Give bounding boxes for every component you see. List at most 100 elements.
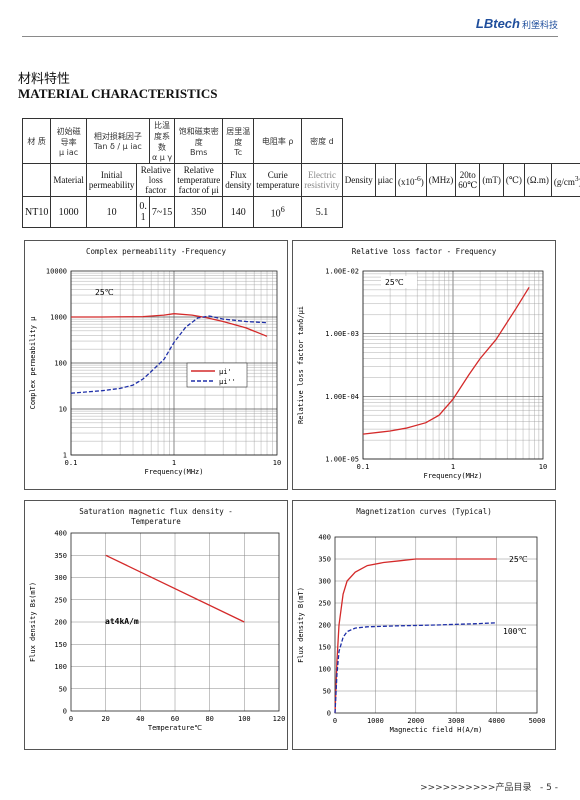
x-tick-label: 0: [69, 715, 73, 723]
unit-curie: (℃): [502, 163, 525, 197]
chart-title: Magnetization curves (Typical): [356, 507, 492, 516]
chart-saturation-flux: Saturation magnetic flux density - Tempe…: [24, 500, 288, 750]
unit-loss-exp: -6: [414, 173, 421, 183]
y-tick-label: 1.00E-03: [325, 330, 359, 338]
th-temp-cn-2: α μ γ: [151, 153, 173, 162]
series-loss: [362, 286, 530, 435]
unit-res: (Ω.m): [523, 163, 552, 197]
chart-relative-loss-factor: Relative loss factor - Frequency 1.00E-0…: [292, 240, 556, 490]
y-tick-label: 10000: [46, 268, 67, 276]
plot-frame: [334, 536, 538, 714]
th-initial-cn: 初始磁导率 μ iac: [50, 118, 87, 164]
x-tick-label: 1: [172, 459, 176, 467]
th-initial-cn-2: μ iac: [59, 147, 79, 157]
cell-res: 106: [253, 196, 303, 228]
y-tick-label: 300: [54, 574, 67, 582]
field-annotation: at4kA/m: [105, 617, 139, 626]
y-tick-label: 1.00E-05: [325, 456, 359, 464]
x-tick-label: 3000: [448, 717, 465, 725]
th-flux-en: Flux density: [222, 163, 255, 197]
th-flux-cn-1: 饱和磁束密度: [178, 126, 219, 147]
logo-cn-text: 利堡科技: [521, 20, 558, 30]
th-curie-en-2: temperature: [256, 180, 300, 190]
y-tick-label: 350: [318, 556, 331, 564]
y-axis-label: Relative loss factor tanδ/μi: [297, 306, 305, 424]
y-axis-label: Complex permeability μ: [29, 316, 37, 410]
x-axis-label: Magnectic field H(A/m): [390, 726, 483, 734]
x-tick-label: 1000: [367, 717, 384, 725]
unit-dens-a: (g/cm: [553, 176, 575, 187]
y-axis-label: Flux density B(mT): [297, 587, 305, 663]
cell-res-base: 10: [270, 208, 281, 220]
th-loss-cn-1: 相对损耗因子: [93, 132, 142, 141]
x-tick-label: 40: [136, 715, 144, 723]
th-temp-en: Relative temperature factor of μi: [174, 163, 224, 197]
page-footer: >>>>>>>>>>产品目录 - 5 -: [420, 783, 558, 793]
chart-svg: 1.00E-02 1.00E-03 1.00E-04 1.00E-050.1 1 10 Fr…: [297, 268, 547, 481]
y-tick-label: 50: [59, 685, 67, 693]
th-initial-en: Initial permeability: [85, 163, 138, 197]
plot-frame: [362, 270, 544, 460]
legend-label-real: μi': [219, 368, 232, 376]
th-initial-en-2: permeability: [88, 180, 135, 190]
y-tick-label: 100: [54, 360, 67, 368]
th-curie-cn: 居里温度 Tc: [222, 118, 255, 164]
y-tick-label: 250: [318, 600, 331, 608]
series-bs: [105, 554, 245, 623]
chart-magnetization-curves: Magnetization curves (Typical) 400 350 300…: [292, 500, 556, 750]
th-loss-en: Relative loss factor: [136, 163, 176, 197]
plot-frame: [70, 270, 278, 456]
x-tick-label: 4000: [488, 717, 505, 725]
y-tick-label: 400: [54, 530, 67, 538]
x-axis-label: Temperature℃: [148, 724, 202, 732]
x-tick-label: 10: [273, 459, 281, 467]
chart-title-line2: Temperature: [131, 517, 181, 526]
x-tick-label: 10: [539, 463, 547, 471]
header-divider: [22, 36, 558, 37]
y-tick-label: 0: [63, 708, 67, 716]
legend-label-imag: μi'': [219, 378, 236, 386]
annotation-bg: [381, 276, 417, 288]
cell-loss: 10: [85, 196, 138, 228]
section-title-en: MATERIAL CHARACTERISTICS: [18, 86, 218, 101]
x-tick-label: 0.1: [357, 463, 370, 471]
company-logo: LBtech 利堡科技: [476, 16, 558, 31]
unit-dens-b: ): [579, 177, 580, 187]
cell-density: 5.1: [301, 196, 343, 228]
th-flux-cn: 饱和磁束密度 Bms: [174, 118, 224, 164]
temperature-annotation: 25℃: [385, 278, 404, 287]
th-loss-cn-2: Tan δ / μ iac: [93, 142, 142, 151]
x-tick-label: 0.1: [65, 459, 78, 467]
th-res-en-1: Electric: [307, 170, 336, 180]
series-mu-real: [71, 313, 268, 337]
th-curie-en-1: Curie: [267, 170, 288, 180]
unit-dens: (g/cm3): [550, 163, 580, 197]
y-tick-label: 350: [54, 552, 67, 560]
cell-temp: 7~15: [148, 196, 176, 228]
x-tick-label: 80: [205, 715, 213, 723]
cell-res-exp: 6: [280, 204, 285, 214]
unit-flux: (mT): [479, 163, 504, 197]
x-tick-label: 120: [273, 715, 286, 723]
y-tick-label: 150: [318, 644, 331, 652]
th-temp-cn-1: 比温度系数: [154, 121, 171, 152]
unit-loss-b: ): [420, 176, 424, 187]
y-tick-label: 250: [54, 596, 67, 604]
logo-text: LBtech: [475, 16, 520, 31]
chart-title: Complex permeability -Frequency: [86, 247, 226, 256]
plot-frame: [70, 532, 280, 712]
cell-freq: 0. 1: [136, 196, 150, 228]
unit-loss-a: (x10: [398, 176, 415, 187]
cell-material: NT10: [21, 196, 52, 228]
th-material-en: Material: [50, 163, 87, 197]
y-tick-label: 10: [59, 406, 67, 414]
cell-flux: 350: [174, 196, 224, 228]
th-res-cn: 电阻率 ρ: [253, 118, 303, 164]
cell-curie: 140: [222, 196, 255, 228]
temperature-annotation: 25℃: [95, 288, 114, 297]
cell-mu: 1000: [50, 196, 87, 228]
table-row: NT10 1000 10 0. 1 7~15 350 140 106 5.1: [21, 196, 580, 228]
x-tick-label: 2000: [407, 717, 424, 725]
unit-temp: 20to 60℃: [455, 163, 481, 197]
material-table: 材 质 初始磁导率 μ iac 相对损耗因子 Tan δ / μ iac 比温度系数…: [21, 118, 580, 228]
